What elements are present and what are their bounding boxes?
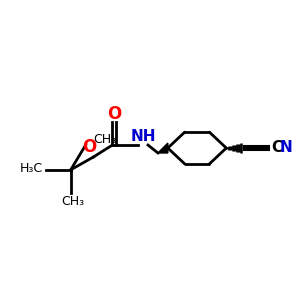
Text: N: N	[280, 140, 292, 154]
Text: H₃C: H₃C	[20, 162, 43, 175]
Text: CH₃: CH₃	[61, 195, 84, 208]
Text: C: C	[271, 140, 282, 154]
Polygon shape	[158, 143, 168, 153]
Text: O: O	[107, 105, 122, 123]
Text: NH: NH	[130, 129, 156, 144]
Text: CH₃: CH₃	[94, 133, 117, 146]
Text: O: O	[82, 138, 97, 156]
